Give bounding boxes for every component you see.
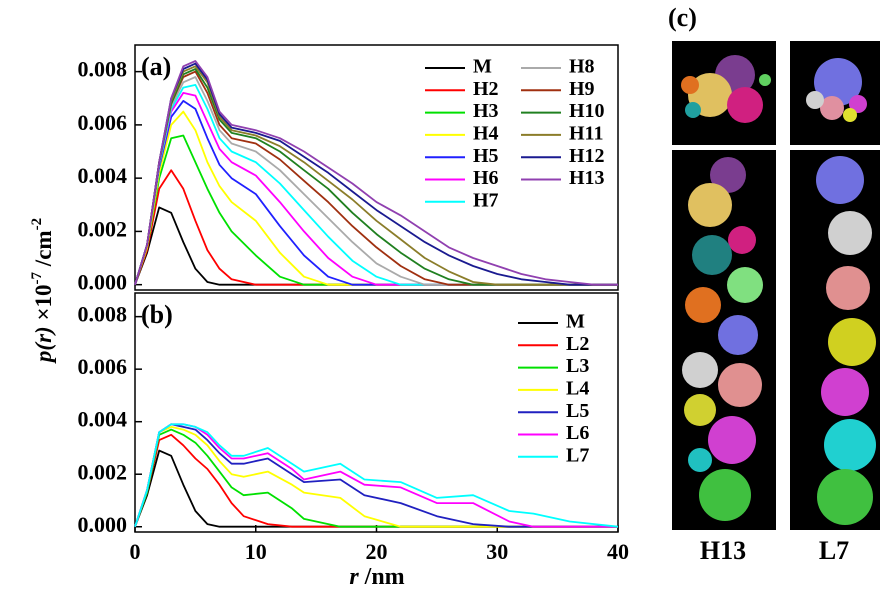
plot-frame xyxy=(134,44,619,291)
h13-end-blobs xyxy=(681,55,771,123)
series-line xyxy=(134,65,618,286)
legend-label: H3 xyxy=(473,100,499,122)
panel-label: (b) xyxy=(141,300,173,329)
axis-ylabel-part: ×10 xyxy=(31,284,56,326)
axis-ylabel-part: /cm xyxy=(31,230,56,272)
series-line xyxy=(134,100,618,286)
y-tick-label: 0.002 xyxy=(78,459,128,484)
y-tick-label: 0.008 xyxy=(78,57,128,82)
axis-ylabel: p(r) ×10-7 /cm-2 xyxy=(29,218,56,364)
legend-label: L7 xyxy=(566,444,589,466)
legend-label: M xyxy=(473,56,492,78)
x-tick-label: 0 xyxy=(130,539,141,564)
series-line xyxy=(134,206,618,286)
y-tick-label: 0.006 xyxy=(78,354,128,379)
x-tick-label: 30 xyxy=(486,539,508,564)
series-line xyxy=(134,70,618,286)
axis-ylabel-part: -2 xyxy=(29,218,45,231)
series-line xyxy=(134,426,618,528)
structure-images xyxy=(672,41,880,530)
legend-label: L2 xyxy=(566,333,589,355)
axis-ylabel-part: p(r) xyxy=(31,326,56,364)
y-tick-label: 0.004 xyxy=(78,163,128,188)
series-line xyxy=(134,449,618,528)
axis-xlabel: r /nm xyxy=(349,564,404,589)
series-line xyxy=(134,84,618,286)
legend-label: H5 xyxy=(473,145,499,167)
axis-xlabel-part: /nm xyxy=(359,564,405,589)
legend-label: L5 xyxy=(566,400,589,422)
legend-label: H11 xyxy=(569,122,603,144)
x-tick-label: 10 xyxy=(245,539,267,564)
legend-label: L6 xyxy=(566,422,589,444)
h13-side-blobs xyxy=(682,157,763,521)
legend-label: L4 xyxy=(566,377,589,399)
x-tick-label: 40 xyxy=(607,539,629,564)
structure-label: L7 xyxy=(819,536,849,565)
series-line xyxy=(134,62,618,286)
l7-side-blobs xyxy=(816,156,876,525)
legend-label: H4 xyxy=(473,122,499,144)
series-line xyxy=(134,423,619,528)
y-tick-label: 0.002 xyxy=(78,216,128,241)
legend-label: H6 xyxy=(473,167,499,189)
legend-label: H13 xyxy=(569,167,605,189)
y-tick-label: 0.008 xyxy=(78,302,128,327)
legend-label: M xyxy=(566,311,585,333)
legend-label: H7 xyxy=(473,189,499,211)
series-line xyxy=(134,60,618,286)
y-tick-label: 0.000 xyxy=(78,270,128,295)
x-tick-label: 20 xyxy=(366,539,388,564)
legend-label: H10 xyxy=(569,100,605,122)
l7-end-blobs xyxy=(806,58,867,122)
legend-label: L3 xyxy=(566,355,589,377)
legend-label: H12 xyxy=(569,145,605,167)
panel-label: (c) xyxy=(668,3,697,32)
legend-label: H9 xyxy=(569,78,595,100)
axis-ylabel-part: -7 xyxy=(29,271,45,284)
y-tick-label: 0.004 xyxy=(78,407,128,432)
series-line xyxy=(134,423,618,528)
axis-xlabel-part: r xyxy=(349,564,359,589)
structure-label: H13 xyxy=(700,536,746,565)
y-tick-label: 0.006 xyxy=(78,110,128,135)
panel-label: (a) xyxy=(141,52,171,81)
y-tick-label: 0.000 xyxy=(78,512,128,537)
legend-label: H8 xyxy=(569,56,595,78)
legend-label: H2 xyxy=(473,78,499,100)
